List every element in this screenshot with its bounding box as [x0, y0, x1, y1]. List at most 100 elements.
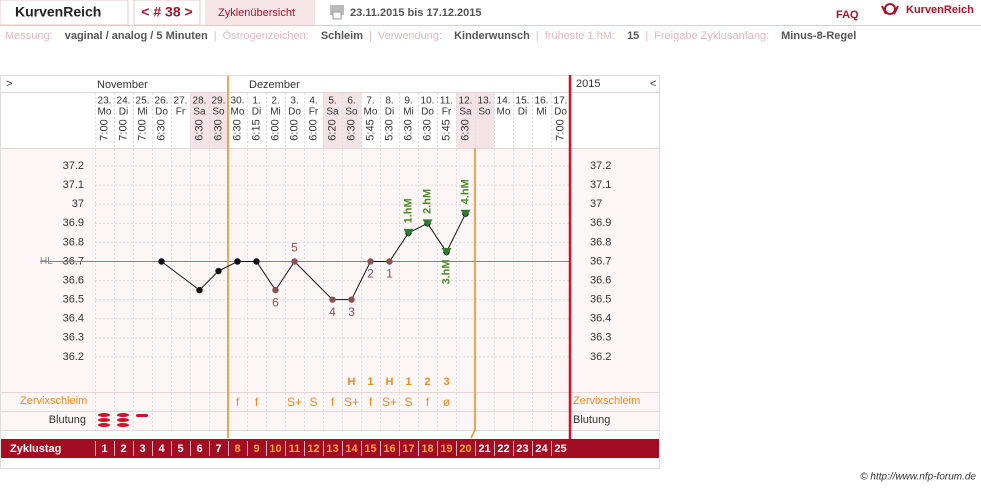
peak-value: 2: [424, 376, 430, 388]
info-value: vaginal / analog / 5 Minuten: [65, 30, 208, 42]
info-value: Kinderwunsch: [454, 30, 530, 42]
weekday: Di: [518, 107, 527, 118]
time: 7:00: [136, 119, 148, 140]
date: 9.: [404, 96, 412, 107]
nav-right[interactable]: <: [650, 78, 656, 90]
date: 26.: [155, 96, 169, 107]
cycle-day: 21: [478, 443, 490, 455]
mucus-label: Zervixschleim: [20, 395, 87, 407]
phase-end-line: [470, 148, 476, 439]
mucus-value: f: [426, 395, 430, 409]
overview-tab[interactable]: Zyklenübersicht: [218, 7, 295, 19]
cycle-day: 3: [139, 443, 145, 455]
cycle-day: 14: [345, 443, 358, 455]
weekday: Mi: [536, 107, 547, 118]
y-tick-label: 37.2: [63, 160, 84, 172]
print-icon[interactable]: [330, 5, 344, 20]
y-tick-label: 36.2: [63, 351, 84, 363]
weekend-column: [190, 93, 209, 148]
cycle-day: 10: [269, 443, 281, 455]
cycle-day: 13: [326, 443, 338, 455]
time: 6:30: [345, 119, 357, 140]
mucus-value: S+: [287, 395, 302, 409]
brand[interactable]: KurvenReich: [906, 4, 974, 16]
y-tick-label: 36.5: [63, 294, 84, 306]
weekday: Mo: [231, 107, 245, 118]
cycle-day: 16: [383, 443, 395, 455]
weekday: Sa: [193, 107, 206, 118]
y-tick-label: 36.4: [63, 313, 84, 325]
date: 8.: [385, 96, 393, 107]
info-label: Verwendung:: [378, 30, 442, 42]
y-tick-label-right: 37.1: [590, 179, 611, 191]
cycle-day: 7: [215, 443, 221, 455]
bleeding-label-right: Blutung: [573, 414, 610, 426]
weekday: Fr: [442, 107, 452, 118]
nav-left[interactable]: >: [6, 78, 12, 90]
time: 6:30: [402, 119, 414, 140]
cycle-day: 8: [234, 443, 240, 455]
temperature-point: [215, 267, 222, 275]
weekday: Mi: [403, 107, 414, 118]
peak-value: 1: [367, 376, 373, 388]
count-label: 1: [386, 267, 393, 281]
weekday: Mo: [98, 107, 112, 118]
date: 7.: [366, 96, 374, 107]
weekday: Mi: [137, 107, 148, 118]
info-label: früheste 1.hM:: [545, 30, 615, 42]
weekday: Do: [155, 107, 168, 118]
high-measurement-label: 1.hM: [402, 198, 414, 223]
temperature-point: [291, 258, 298, 265]
y-tick-label: 36.9: [63, 217, 84, 229]
bleeding-label: Blutung: [49, 414, 86, 426]
cycle-day: 25: [554, 443, 566, 455]
time: 6:30: [459, 119, 471, 140]
y-tick-label-right: 36.4: [590, 313, 611, 325]
cycle-day: 6: [196, 443, 202, 455]
year: 2015: [576, 78, 600, 90]
logo-box: [0, 0, 129, 26]
time: 6:30: [193, 119, 205, 140]
info-label: Östrogenzeichen:: [223, 30, 309, 42]
temperature-point: [329, 296, 336, 303]
temperature-point: [196, 286, 203, 294]
date: 14.: [497, 96, 511, 107]
weekday: So: [345, 107, 358, 118]
brand-icon: [881, 3, 899, 15]
nav-box: [133, 0, 201, 26]
info-separator: |: [369, 30, 372, 42]
weekday: Fr: [176, 107, 186, 118]
footer: © http://www.nfp-forum.de: [860, 472, 976, 483]
high-measurement-marker: [460, 209, 471, 218]
cycle-nav[interactable]: < # 38 >: [141, 4, 192, 20]
y-tick-label-right: 36.2: [590, 351, 611, 363]
time: 5:45: [440, 119, 452, 140]
mucus-value: f: [236, 395, 240, 409]
faq-link[interactable]: FAQ: [836, 9, 859, 21]
cycle-day: 22: [497, 443, 509, 455]
date: 4.: [309, 96, 317, 107]
cycle-day: 15: [364, 443, 376, 455]
time: 6:30: [212, 119, 224, 140]
y-tick-label: 36.6: [63, 274, 84, 286]
info-value: Schleim: [321, 30, 363, 42]
count-label: 5: [291, 241, 298, 255]
y-tick-label-right: 36.3: [590, 332, 611, 344]
high-measurement-label: 2.hM: [421, 189, 433, 214]
weekend-column: [209, 93, 228, 148]
date: 6.: [347, 96, 355, 107]
temperature-point: [348, 296, 355, 303]
logo[interactable]: KurvenReich: [15, 4, 101, 20]
high-measurement-marker: [403, 228, 414, 237]
cycle-day: 17: [402, 443, 414, 455]
date: 16.: [535, 96, 549, 107]
date: 24.: [117, 96, 131, 107]
date: 11.: [440, 96, 453, 107]
y-tick-label-right: 36.8: [590, 236, 611, 248]
mucus-value: S+: [382, 395, 397, 409]
date: 29.: [212, 96, 226, 107]
mucus-label-right: Zervixschleim: [573, 395, 640, 407]
temperature-point: [234, 258, 241, 265]
date: 17.: [554, 96, 568, 107]
weekday: Sa: [459, 107, 472, 118]
